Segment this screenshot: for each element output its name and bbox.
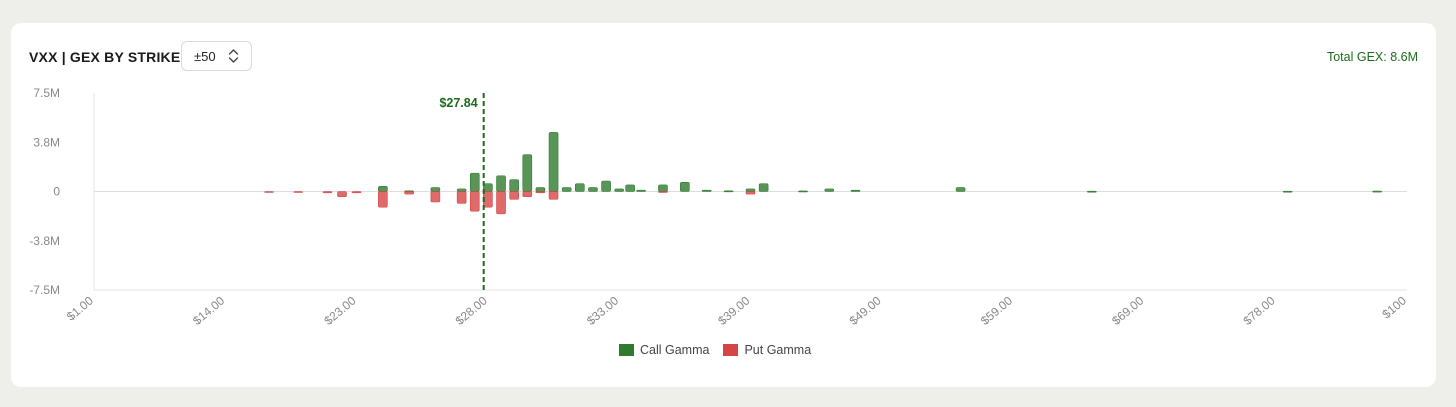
call-gamma-bar: [588, 187, 598, 192]
call-gamma-bar: [850, 189, 861, 192]
call-gamma-bar: [614, 188, 625, 192]
put-gamma-bar: [264, 191, 274, 193]
put-gamma-bar: [469, 191, 480, 212]
call-gamma-bar: [680, 182, 690, 192]
put-gamma-bar: [745, 191, 756, 195]
x-tick-label: $78.00: [1241, 293, 1278, 328]
x-tick-label: $39.00: [715, 293, 752, 328]
call-gamma-bar: [561, 187, 572, 192]
total-gex-value: 8.6M: [1390, 50, 1418, 64]
x-tick-label: $14.00: [190, 293, 227, 328]
call-gamma-swatch: [619, 344, 634, 356]
call-gamma-bar: [509, 179, 519, 192]
chevron-up-down-icon: [228, 48, 239, 67]
y-tick-label: -3.8M: [29, 234, 60, 248]
y-tick-label: 0: [53, 185, 60, 199]
x-tick-label: $69.00: [1109, 293, 1146, 328]
put-gamma-bar: [456, 191, 467, 204]
put-gamma-bar: [535, 191, 546, 194]
call-gamma-bar: [636, 189, 646, 192]
legend-put-label: Put Gamma: [744, 343, 812, 357]
legend-put-gamma[interactable]: Put Gamma: [723, 343, 811, 357]
chart-legend: Call Gamma Put Gamma: [619, 343, 811, 357]
call-gamma-bar: [758, 183, 769, 192]
x-tick-label: $59.00: [978, 293, 1015, 328]
put-gamma-swatch: [723, 344, 739, 356]
spot-price-label: $27.84: [439, 96, 477, 110]
legend-call-label: Call Gamma: [640, 343, 710, 357]
call-gamma-bar: [658, 184, 668, 192]
legend-call-gamma[interactable]: Call Gamma: [619, 343, 709, 357]
call-gamma-bar: [701, 189, 712, 192]
x-tick-label: $49.00: [847, 293, 884, 328]
call-gamma-bar: [1372, 190, 1382, 193]
strike-range-value: ±50: [194, 49, 216, 64]
put-gamma-bar: [293, 191, 304, 193]
x-tick-label: $100: [1379, 293, 1409, 321]
call-gamma-bar: [535, 187, 546, 192]
put-gamma-bar: [322, 191, 333, 194]
put-gamma-bar: [522, 191, 533, 198]
strike-range-select[interactable]: ±50: [181, 41, 252, 71]
call-gamma-bar: [601, 180, 611, 192]
chart-title: VXX | GEX BY STRIKE: [29, 49, 181, 65]
call-gamma-bar: [430, 187, 441, 192]
call-gamma-bar: [745, 188, 756, 192]
call-gamma-bar: [955, 187, 966, 192]
put-gamma-bar: [548, 191, 559, 200]
call-gamma-bar: [575, 183, 585, 192]
gex-chart: 7.5M 3.8M 0 -3.8M -7.5M $1.00 $14.00 $23.00 $28.…: [29, 86, 1409, 328]
x-tick-label: $23.00: [321, 293, 358, 328]
put-gamma-bar: [509, 191, 519, 200]
call-gamma-bar: [483, 183, 493, 192]
put-gamma-bar: [404, 191, 414, 195]
call-gamma-bar: [496, 175, 506, 192]
y-tick-label: -7.5M: [29, 283, 60, 297]
call-gamma-bar: [522, 154, 533, 192]
put-gamma-bar: [658, 191, 668, 193]
y-tick-label: 3.8M: [33, 135, 60, 149]
call-gamma-bar: [798, 190, 808, 193]
call-gamma-bar: [456, 188, 467, 192]
gex-card: VXX | GEX BY STRIKE ±50 Total GEX: 8.6M …: [11, 23, 1436, 387]
total-gex: Total GEX: 8.6M: [1327, 50, 1418, 64]
total-gex-label: Total GEX:: [1326, 50, 1387, 64]
call-gamma-bar: [1282, 190, 1293, 193]
put-gamma-bar: [430, 191, 441, 203]
put-gamma-bar: [496, 191, 506, 215]
call-gamma-bar: [548, 132, 559, 192]
x-tick-label: $33.00: [584, 293, 621, 328]
call-gamma-bar: [723, 190, 734, 193]
call-gamma-bar: [1087, 190, 1097, 193]
put-gamma-bar: [378, 191, 388, 208]
x-tick-label: $28.00: [453, 293, 490, 328]
call-gamma-bar: [378, 185, 388, 192]
call-gamma-bar: [824, 188, 835, 192]
put-gamma-bar: [337, 191, 347, 198]
put-gamma-bar: [351, 191, 362, 194]
put-gamma-bar: [483, 191, 493, 208]
call-gamma-bar: [625, 184, 635, 192]
x-tick-label: $1.00: [64, 293, 96, 323]
y-tick-label: 7.5M: [33, 86, 60, 100]
call-gamma-bar: [469, 172, 480, 192]
